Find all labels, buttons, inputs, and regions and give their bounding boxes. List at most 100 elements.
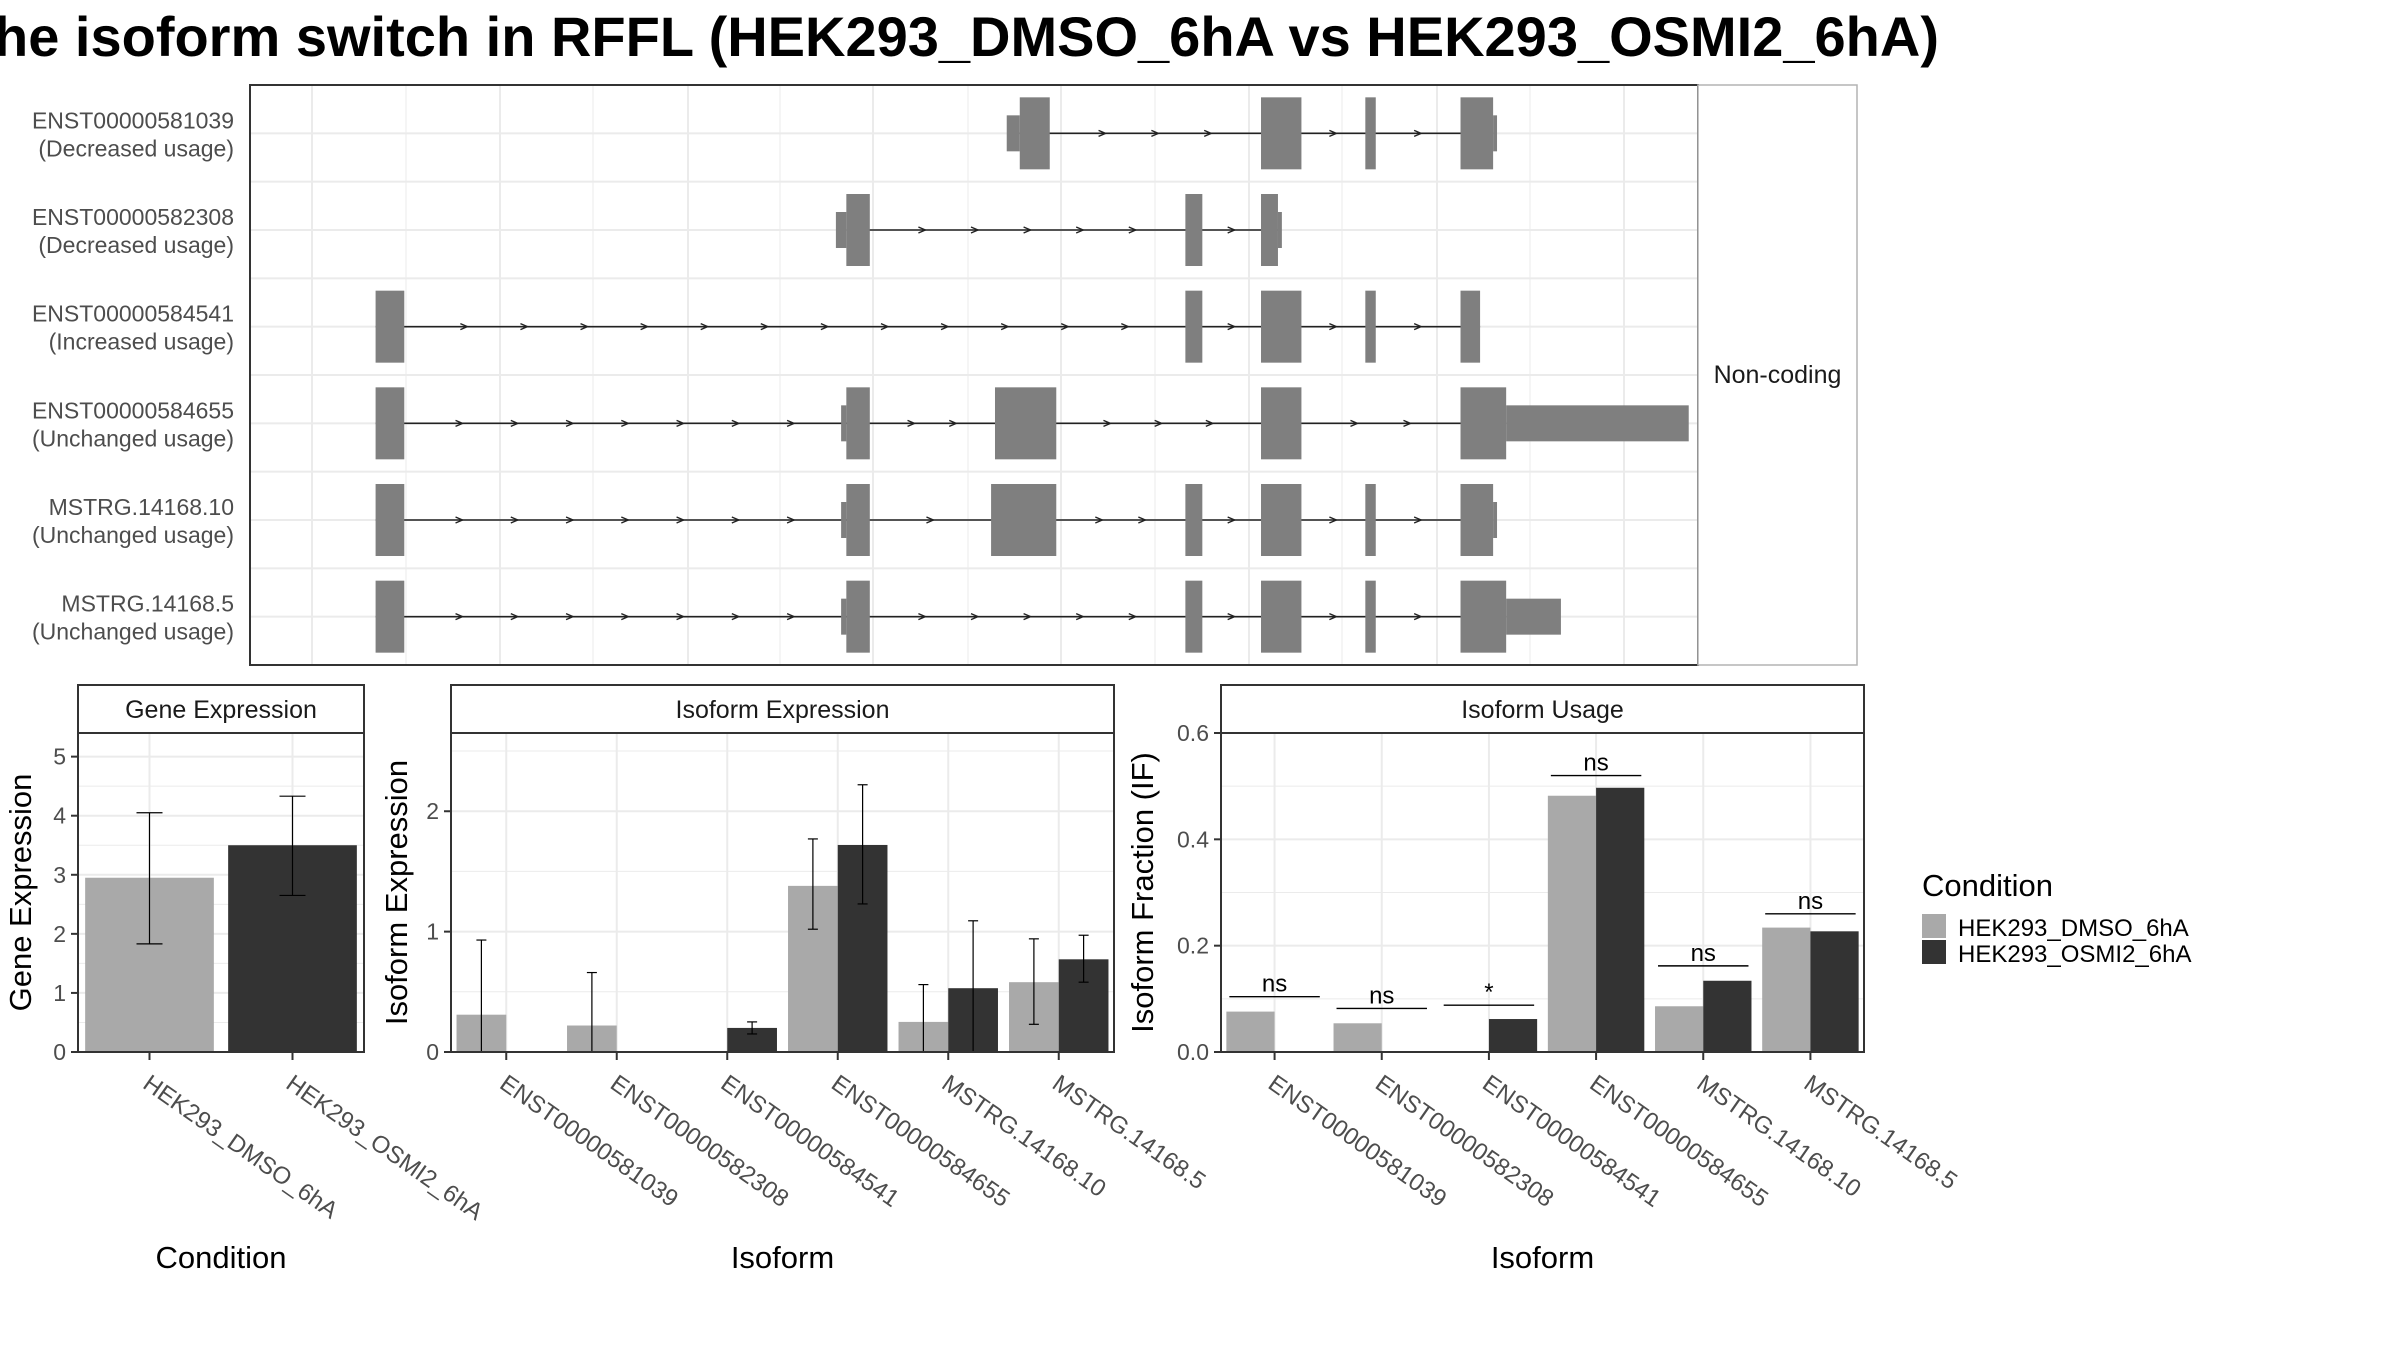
transcript-label: ENST00000582308 bbox=[32, 204, 234, 230]
y-tick-label: 0 bbox=[53, 1039, 66, 1065]
exon-block bbox=[1460, 290, 1481, 363]
transcript-label: ENST00000584541 bbox=[32, 301, 234, 327]
y-tick-label: 0.0 bbox=[1177, 1039, 1209, 1065]
y-tick-label: 3 bbox=[53, 862, 66, 888]
exon-block bbox=[1365, 97, 1376, 170]
x-tick-label: ENST00000584541 bbox=[716, 1070, 904, 1213]
exon-block bbox=[1185, 580, 1203, 653]
transcript-usage-label: (Decreased usage) bbox=[38, 135, 234, 161]
intron-arrow bbox=[786, 516, 796, 524]
panel-strip-label: Isoform Usage bbox=[1461, 696, 1624, 724]
utr-block bbox=[841, 405, 847, 442]
y-tick-label: 2 bbox=[426, 798, 439, 824]
transcript-usage-label: (Increased usage) bbox=[49, 329, 234, 355]
intron-arrow bbox=[1350, 419, 1360, 427]
panel-strip-label: Gene Expression bbox=[125, 696, 317, 724]
exon-block bbox=[1460, 484, 1494, 556]
y-tick-label: 2 bbox=[53, 921, 66, 947]
intron-arrow bbox=[1403, 419, 1413, 427]
intron-arrow bbox=[1227, 516, 1237, 524]
intron-arrow bbox=[621, 516, 631, 524]
exon-block bbox=[375, 290, 405, 363]
intron-arrow bbox=[970, 613, 980, 621]
exon-block bbox=[846, 580, 870, 653]
exon-block bbox=[375, 484, 405, 556]
x-tick-label: ENST00000582308 bbox=[1370, 1070, 1558, 1213]
utr-block bbox=[1277, 212, 1282, 248]
significance-label: ns bbox=[1369, 982, 1394, 1009]
intron-arrow bbox=[918, 613, 928, 621]
intron-arrow bbox=[565, 613, 575, 621]
x-tick-label: ENST00000584541 bbox=[1477, 1070, 1665, 1213]
intron-arrow bbox=[1103, 419, 1113, 427]
bar bbox=[1810, 931, 1859, 1052]
intron-arrow bbox=[520, 323, 530, 331]
legend-swatch-dmso bbox=[1922, 914, 1946, 938]
y-axis-title: Gene Expression bbox=[3, 774, 38, 1012]
intron-arrow bbox=[510, 516, 520, 524]
intron-arrow bbox=[918, 226, 928, 234]
intron-arrow bbox=[1227, 226, 1237, 234]
intron-arrow bbox=[676, 419, 686, 427]
bar bbox=[1703, 980, 1752, 1052]
intron-arrow bbox=[1329, 613, 1339, 621]
figure-title: he isoform switch in RFFL (HEK293_DMSO_6… bbox=[0, 5, 1939, 68]
x-tick-label: ENST00000582308 bbox=[605, 1070, 793, 1213]
intron-arrow bbox=[1203, 129, 1213, 137]
intron-arrow bbox=[1095, 516, 1105, 524]
intron-arrow bbox=[1075, 226, 1085, 234]
transcript-usage-label: (Unchanged usage) bbox=[32, 619, 234, 645]
significance-label: ns bbox=[1262, 971, 1287, 998]
intron-arrow bbox=[565, 419, 575, 427]
gene-expression-panel: Gene Expression012345HEK293_DMSO_6hAHEK2… bbox=[3, 684, 488, 1275]
y-axis-title: Isoform Expression bbox=[379, 760, 414, 1025]
exon-block bbox=[1460, 97, 1494, 170]
exon-block bbox=[375, 580, 405, 653]
y-tick-label: 1 bbox=[53, 980, 66, 1006]
y-tick-label: 1 bbox=[426, 919, 439, 945]
intron-arrow bbox=[1075, 613, 1085, 621]
transcript-usage-label: (Unchanged usage) bbox=[32, 425, 234, 451]
exon-block bbox=[1261, 290, 1302, 363]
intron-arrow bbox=[700, 323, 710, 331]
exon-block bbox=[1019, 97, 1050, 170]
legend-swatch-osmi bbox=[1922, 940, 1946, 964]
panel-strip bbox=[1220, 684, 1865, 734]
exon-block bbox=[1261, 484, 1302, 556]
exon-block bbox=[994, 387, 1057, 460]
intron-arrow bbox=[621, 419, 631, 427]
exon-block bbox=[1365, 290, 1376, 363]
x-axis-title: Isoform bbox=[1491, 1240, 1594, 1275]
intron-arrow bbox=[1138, 516, 1148, 524]
y-tick-label: 0.6 bbox=[1177, 720, 1209, 746]
x-axis-title: Isoform bbox=[731, 1240, 834, 1275]
exon-block bbox=[1261, 194, 1278, 266]
intron-arrow bbox=[786, 419, 796, 427]
bar bbox=[1762, 927, 1811, 1052]
y-tick-label: 0 bbox=[426, 1039, 439, 1065]
y-axis-title: Isoform Fraction (IF) bbox=[1125, 752, 1160, 1033]
utr-block bbox=[1506, 598, 1561, 635]
intron-arrow bbox=[1329, 516, 1339, 524]
intron-arrow bbox=[1121, 323, 1131, 331]
x-tick-label: ENST00000581039 bbox=[1263, 1070, 1451, 1213]
utr-block bbox=[1493, 115, 1498, 152]
intron-arrow bbox=[510, 419, 520, 427]
intron-arrow bbox=[731, 613, 741, 621]
utr-block bbox=[835, 212, 847, 248]
exon-block bbox=[1460, 387, 1507, 460]
structure-strip-label: Non-coding bbox=[1714, 361, 1842, 389]
exon-block bbox=[1185, 484, 1203, 556]
gene-structure-panel: ENST00000581039(Decreased usage)ENST0000… bbox=[32, 84, 1858, 666]
intron-arrow bbox=[1000, 323, 1010, 331]
intron-arrow bbox=[1329, 323, 1339, 331]
x-axis-title: Condition bbox=[156, 1240, 287, 1275]
intron-arrow bbox=[580, 323, 590, 331]
x-tick-label: ENST00000581039 bbox=[495, 1070, 683, 1213]
bar bbox=[1226, 1011, 1275, 1052]
utr-block bbox=[1506, 405, 1689, 442]
intron-arrow bbox=[926, 516, 936, 524]
utr-block bbox=[1493, 502, 1498, 538]
transcript-label: ENST00000584655 bbox=[32, 397, 234, 423]
intron-arrow bbox=[621, 613, 631, 621]
